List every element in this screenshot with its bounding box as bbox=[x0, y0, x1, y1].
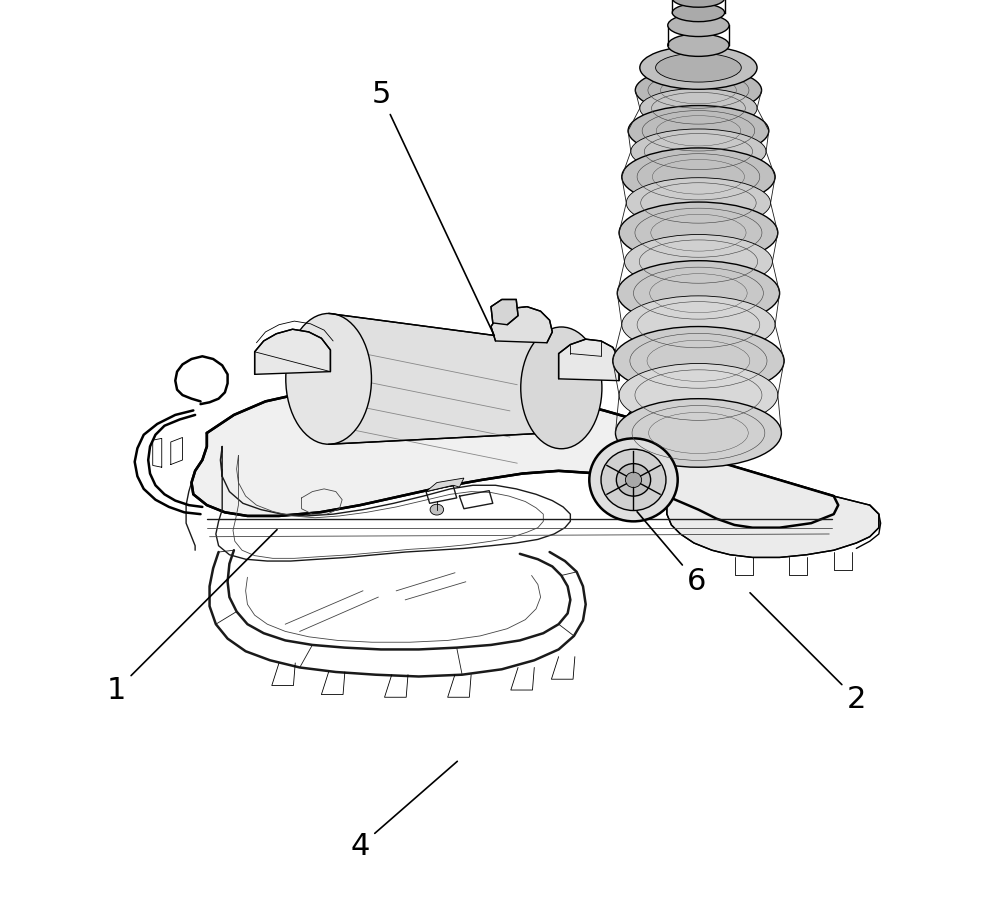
Polygon shape bbox=[192, 379, 838, 528]
Polygon shape bbox=[329, 314, 574, 445]
Ellipse shape bbox=[622, 148, 775, 206]
Ellipse shape bbox=[624, 235, 772, 289]
Polygon shape bbox=[624, 401, 670, 437]
Ellipse shape bbox=[626, 178, 771, 228]
Ellipse shape bbox=[521, 327, 602, 449]
Ellipse shape bbox=[619, 202, 778, 263]
Ellipse shape bbox=[619, 364, 778, 427]
Ellipse shape bbox=[616, 464, 651, 496]
Polygon shape bbox=[559, 339, 619, 381]
Polygon shape bbox=[662, 446, 879, 557]
Text: 6: 6 bbox=[637, 511, 706, 596]
Ellipse shape bbox=[613, 327, 784, 395]
Text: 2: 2 bbox=[750, 593, 866, 713]
Ellipse shape bbox=[668, 33, 729, 56]
Ellipse shape bbox=[631, 129, 766, 174]
Ellipse shape bbox=[640, 88, 757, 128]
Polygon shape bbox=[491, 299, 518, 325]
Ellipse shape bbox=[635, 68, 762, 113]
Text: 5: 5 bbox=[371, 80, 494, 336]
Ellipse shape bbox=[672, 4, 725, 22]
Ellipse shape bbox=[430, 504, 444, 515]
Ellipse shape bbox=[601, 449, 666, 511]
Ellipse shape bbox=[286, 314, 371, 445]
Ellipse shape bbox=[625, 473, 642, 487]
Polygon shape bbox=[491, 307, 552, 343]
Ellipse shape bbox=[656, 53, 741, 82]
Polygon shape bbox=[255, 329, 330, 374]
Text: 4: 4 bbox=[351, 761, 457, 861]
Ellipse shape bbox=[668, 14, 729, 36]
Text: 1: 1 bbox=[107, 529, 277, 704]
Ellipse shape bbox=[628, 106, 769, 156]
Polygon shape bbox=[426, 478, 464, 492]
Ellipse shape bbox=[617, 261, 780, 326]
Ellipse shape bbox=[640, 46, 757, 89]
Ellipse shape bbox=[672, 0, 725, 7]
Ellipse shape bbox=[589, 438, 678, 521]
Ellipse shape bbox=[615, 399, 781, 467]
Ellipse shape bbox=[622, 296, 775, 354]
